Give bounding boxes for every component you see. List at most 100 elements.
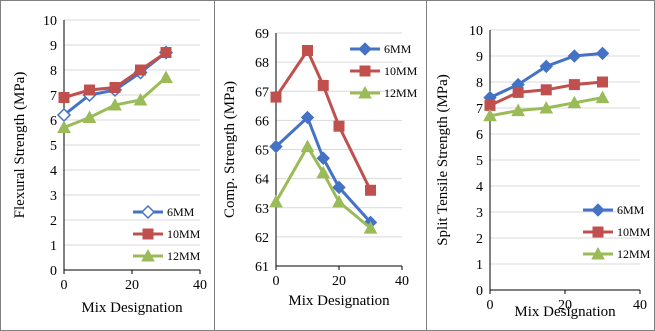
legend-marker xyxy=(141,248,155,262)
y-tick-label: 4 xyxy=(476,180,483,195)
data-point xyxy=(57,120,71,133)
legend-marker xyxy=(592,226,604,238)
data-point xyxy=(108,97,122,111)
y-tick-label: 2 xyxy=(476,232,483,247)
y-tick-label: 62 xyxy=(255,231,269,246)
data-point xyxy=(595,90,610,104)
data-point xyxy=(109,82,121,93)
data-point xyxy=(333,120,345,132)
x-axis-title: Mix Designation xyxy=(81,300,183,316)
x-tick-label: 0 xyxy=(61,278,68,293)
legend-label: 10MM xyxy=(167,227,201,241)
legend-label: 12MM xyxy=(167,249,201,263)
data-point xyxy=(317,79,329,91)
legend-marker xyxy=(359,65,371,77)
y-tick-label: 3 xyxy=(50,189,57,204)
series-12mm xyxy=(269,139,378,234)
data-point xyxy=(363,221,378,234)
y-tick-label: 63 xyxy=(255,202,269,217)
data-point xyxy=(302,44,313,56)
y-tick-label: 10 xyxy=(43,14,57,29)
legend-item: 12MM xyxy=(583,246,651,261)
data-point xyxy=(332,180,346,195)
legend-marker xyxy=(140,204,156,220)
chart-3: 0 1 2 3 4 5 6 7 8 9 10 0 20 40 Mix Designation Split Te… xyxy=(435,24,651,320)
y-tick-label: 2 xyxy=(50,214,57,229)
legend-label: 10MM xyxy=(384,64,418,78)
y-tick-label: 0 xyxy=(476,284,483,299)
legend-label: 10MM xyxy=(617,225,651,239)
legend-item: 12MM xyxy=(133,248,201,263)
y-tick-label: 4 xyxy=(50,164,57,179)
legend-item: 10MM xyxy=(133,227,201,241)
y-tick-label: 5 xyxy=(50,139,57,154)
data-point xyxy=(539,100,554,114)
y-tick-label: 61 xyxy=(255,260,269,275)
data-point xyxy=(316,165,331,179)
legend-item: 6MM xyxy=(350,42,412,56)
data-point xyxy=(159,70,173,83)
legend-label: 12MM xyxy=(384,86,418,100)
data-point xyxy=(300,110,315,125)
legend-marker xyxy=(591,203,605,217)
legend-marker xyxy=(358,85,372,99)
x-tick-label: 40 xyxy=(395,274,409,289)
data-point xyxy=(316,151,330,165)
legend-item: 6MM xyxy=(133,204,195,220)
x-tick-label: 20 xyxy=(332,274,346,289)
y-tick-label: 69 xyxy=(255,27,269,42)
legend-label: 6MM xyxy=(167,205,195,219)
y-tick-label: 0 xyxy=(50,264,57,279)
x-tick-label: 20 xyxy=(558,298,572,313)
data-point xyxy=(568,79,580,91)
x-tick-label: 40 xyxy=(193,278,207,293)
data-point xyxy=(511,103,525,117)
data-point xyxy=(269,139,283,154)
data-point xyxy=(595,46,610,61)
x-axis-title: Mix Designation xyxy=(514,304,616,320)
y-tick-label: 65 xyxy=(255,144,269,159)
series-10mm xyxy=(270,44,376,196)
y-tick-label: 8 xyxy=(476,76,483,91)
y-tick-label: 6 xyxy=(50,114,57,129)
series-10mm xyxy=(484,76,608,111)
legend-item: 10MM xyxy=(583,225,651,239)
y-tick-label: 67 xyxy=(255,85,269,100)
y-tick-label: 1 xyxy=(50,239,57,254)
data-point xyxy=(269,194,283,208)
y-tick-label: 8 xyxy=(50,64,57,79)
legend-item: 10MM xyxy=(350,64,418,78)
legend-label: 6MM xyxy=(384,42,412,56)
y-tick-label: 3 xyxy=(476,206,483,221)
legend-marker xyxy=(591,246,605,260)
x-axis-title: Mix Designation xyxy=(288,293,390,309)
series-12mm xyxy=(57,70,173,133)
y-tick-label: 68 xyxy=(255,56,269,71)
chart-1: 0 1 2 3 4 5 6 7 8 9 10 0 20 40 Mix Designation Flexural… xyxy=(12,14,207,316)
y-tick-label: 7 xyxy=(476,102,483,117)
y-tick-label: 10 xyxy=(469,24,483,39)
data-point xyxy=(82,110,97,123)
data-point xyxy=(597,76,608,88)
y-tick-label: 64 xyxy=(255,173,269,188)
x-tick-label: 0 xyxy=(273,274,280,289)
data-point xyxy=(58,92,70,103)
data-point xyxy=(365,184,376,196)
data-point xyxy=(84,84,95,96)
x-tick-label: 0 xyxy=(487,298,494,313)
x-tick-label: 40 xyxy=(633,298,647,313)
data-point xyxy=(540,84,552,96)
series-12mm xyxy=(483,90,610,122)
y-tick-label: 9 xyxy=(476,50,483,65)
data-point xyxy=(539,59,553,74)
legend-marker xyxy=(142,228,154,240)
y-tick-label: 7 xyxy=(50,89,57,104)
legend-item: 12MM xyxy=(350,85,418,100)
series-10mm xyxy=(58,47,172,103)
legend-label: 12MM xyxy=(617,247,651,261)
data-point xyxy=(160,47,172,58)
data-point xyxy=(332,194,346,208)
data-point xyxy=(133,92,148,106)
legend-label: 6MM xyxy=(617,203,645,217)
